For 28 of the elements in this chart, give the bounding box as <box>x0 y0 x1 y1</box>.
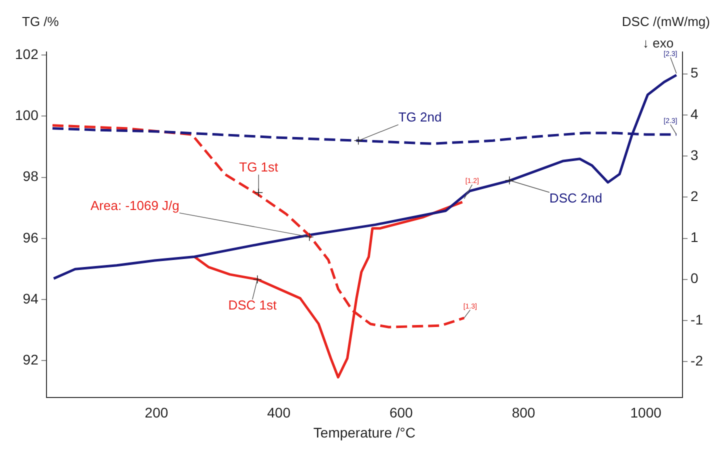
annotation: TG 1st <box>239 160 279 175</box>
y2-tick-label: 3 <box>690 146 699 163</box>
y2-tick-label: -1 <box>690 311 704 328</box>
y2-tick-label: 4 <box>690 106 699 122</box>
y2-tick-label: 1 <box>690 229 699 246</box>
y-tick-label: 96 <box>22 229 39 246</box>
x-tick-label: 600 <box>389 404 414 421</box>
x-tick-label: 200 <box>144 404 168 421</box>
annotation: TG 2nd <box>398 110 442 125</box>
x-axis-title: Temperature /°C <box>313 424 416 440</box>
x-tick-label: 800 <box>512 404 536 421</box>
y-tick-label: 98 <box>22 168 39 184</box>
x-tick-label: 1000 <box>630 404 662 421</box>
y-tick-label: 94 <box>22 290 39 306</box>
annotation: DSC 1st <box>228 297 277 312</box>
y-tick-label: 102 <box>15 46 39 62</box>
y2-axis-title: DSC /(mW/mg) <box>622 14 710 30</box>
y-tick-label: 92 <box>22 352 39 368</box>
y-axis-title: TG /% <box>22 14 60 30</box>
annotation: DSC 2nd <box>549 190 602 206</box>
y2-tick-label: 2 <box>690 188 699 204</box>
y2-tick-label: 5 <box>690 64 699 81</box>
x-tick-label: 400 <box>267 404 291 421</box>
y2-tick-label: -2 <box>690 352 704 368</box>
y2-tick-label: 0 <box>690 270 699 286</box>
text: ↓ exo <box>642 36 674 51</box>
annotation: Area: -1069 J/g <box>90 198 180 214</box>
y-tick-label: 100 <box>15 107 39 124</box>
